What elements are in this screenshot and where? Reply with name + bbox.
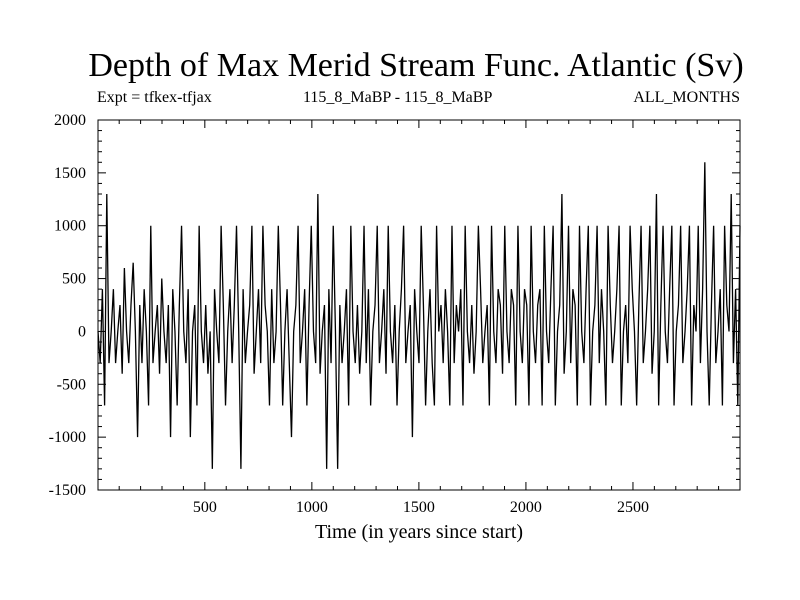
y-tick-label: 0 [78, 323, 86, 340]
months-label: ALL_MONTHS [633, 89, 740, 106]
y-tick-label: -1000 [49, 429, 86, 446]
y-tick-label: 500 [62, 271, 86, 288]
period-label: 115_8_MaBP - 115_8_MaBP [303, 89, 493, 106]
experiment-label: Expt = tfkex-tfjax [97, 89, 212, 106]
x-tick-label: 500 [193, 499, 217, 516]
y-tick-label: 2000 [54, 112, 86, 129]
x-tick-label: 2000 [510, 499, 542, 516]
y-tick-label: 1000 [54, 218, 86, 235]
series-line-1 [97, 162, 741, 469]
y-tick-label: 1500 [54, 165, 86, 182]
chart-title: Depth of Max Merid Stream Func. Atlantic… [88, 47, 744, 84]
y-tick-label: -500 [57, 376, 86, 393]
x-axis-label: Time (in years since start) [314, 521, 524, 543]
y-tick-label: -1500 [49, 482, 86, 499]
x-tick-label: 1500 [403, 499, 435, 516]
x-tick-label: 1000 [296, 499, 328, 516]
x-tick-label: 2500 [617, 499, 649, 516]
